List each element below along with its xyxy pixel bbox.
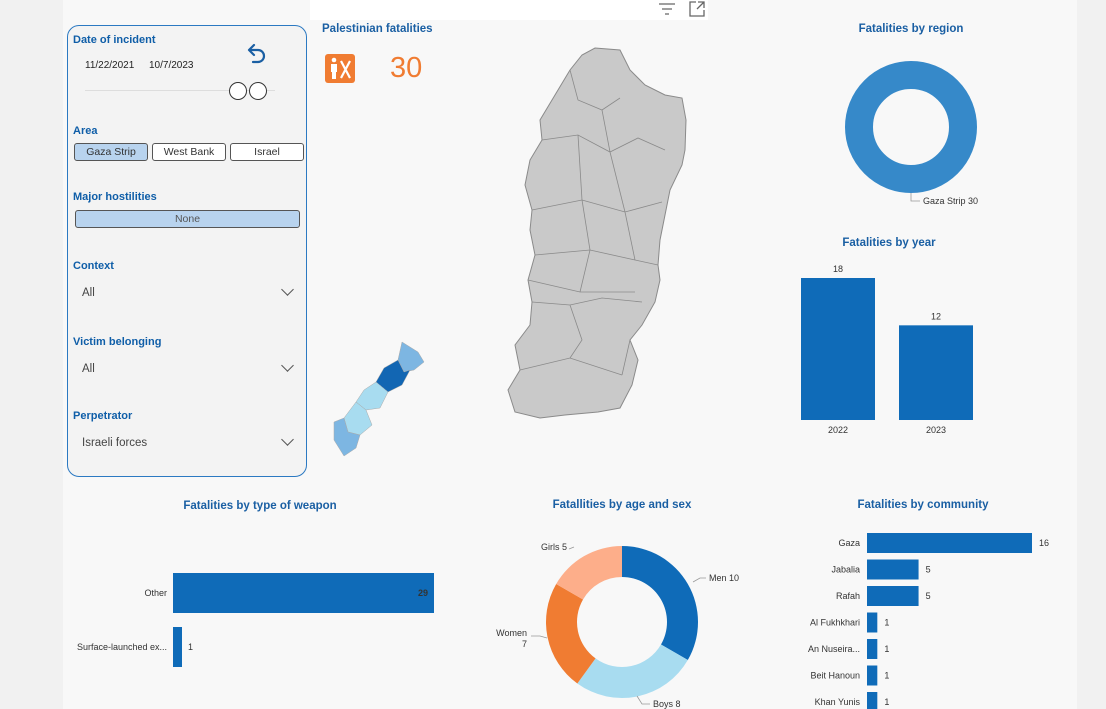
date-slider-track[interactable] bbox=[85, 90, 275, 91]
area-option-west-bank[interactable]: West Bank bbox=[152, 143, 226, 161]
leader-line[interactable] bbox=[692, 577, 706, 583]
area-filter-label: Area bbox=[73, 125, 98, 137]
community-bar-5[interactable] bbox=[867, 665, 878, 686]
agesex-data-label: Boys 8 bbox=[653, 699, 681, 709]
area-option-gaza-strip[interactable]: Gaza Strip bbox=[74, 143, 148, 161]
community-bar-0[interactable] bbox=[867, 533, 1032, 553]
leader-line[interactable] bbox=[531, 635, 548, 639]
governorate-borders bbox=[519, 69, 666, 376]
weapon-bar-chart: Other 29 Surface-launched ex... 1 bbox=[77, 573, 434, 667]
hostilities-option-none[interactable]: None bbox=[75, 210, 300, 228]
date-slider-end-handle[interactable] bbox=[249, 82, 267, 100]
date-filter-label: Date of incident bbox=[73, 34, 156, 46]
filter-icon[interactable] bbox=[658, 2, 676, 16]
date-start[interactable]: 11/22/2021 bbox=[85, 60, 135, 71]
community-data-label: 1 bbox=[884, 618, 889, 628]
agesex-slice-girls[interactable] bbox=[556, 546, 622, 600]
community-data-label: 5 bbox=[926, 591, 931, 601]
community-bar-1[interactable] bbox=[867, 559, 919, 580]
community-data-label: 1 bbox=[884, 697, 889, 707]
community-bar-3[interactable] bbox=[867, 612, 878, 633]
context-filter-label: Context bbox=[73, 260, 114, 272]
area-option-israel[interactable]: Israel bbox=[230, 143, 304, 161]
agesex-chart-title: Fatallities by age and sex bbox=[552, 499, 692, 511]
west-bank-region bbox=[507, 47, 687, 419]
region-slice-gaza-strip[interactable] bbox=[845, 61, 977, 193]
leader-line bbox=[910, 193, 920, 202]
undo-icon[interactable] bbox=[243, 41, 269, 67]
community-category-label: Rafah bbox=[836, 591, 860, 601]
weapon-bar-1[interactable] bbox=[173, 627, 182, 667]
visual-header bbox=[310, 0, 708, 20]
weapon-category-label: Surface-launched ex... bbox=[77, 642, 167, 652]
victim-filter-label: Victim belonging bbox=[73, 336, 162, 348]
kpi-value: 30 bbox=[390, 52, 423, 84]
community-category-label: Gaza bbox=[838, 538, 860, 548]
weapon-category-label: Other bbox=[144, 588, 167, 598]
agesex-data-label: 7 bbox=[522, 639, 527, 649]
community-bar-4[interactable] bbox=[867, 639, 878, 659]
community-bar-6[interactable] bbox=[867, 692, 878, 709]
year-data-label: 18 bbox=[833, 264, 843, 274]
community-data-label: 5 bbox=[926, 565, 931, 575]
year-chart-title: Fatalities by year bbox=[842, 237, 936, 249]
weapon-data-label: 29 bbox=[418, 588, 428, 598]
filter-panel bbox=[67, 25, 307, 477]
year-data-label: 12 bbox=[931, 311, 941, 321]
agesex-data-label: Girls 5 bbox=[541, 542, 567, 552]
region-data-label: Gaza Strip 30 bbox=[923, 196, 978, 206]
date-slider-start-handle[interactable] bbox=[229, 82, 247, 100]
person-icon bbox=[325, 54, 355, 83]
focus-mode-icon[interactable] bbox=[688, 0, 706, 18]
community-chart-title: Fatalities by community bbox=[857, 499, 989, 511]
community-category-label: Jabalia bbox=[831, 565, 860, 575]
context-dropdown[interactable]: All bbox=[82, 287, 95, 299]
weapon-data-label: 1 bbox=[188, 642, 193, 652]
community-category-label: An Nuseira... bbox=[808, 644, 860, 654]
community-bar-chart: Gaza 16 Jabalia 5 Rafah 5 Al Fukhkhari 1 An Nuse… bbox=[808, 533, 1049, 709]
year-bar-2023[interactable] bbox=[899, 325, 973, 420]
community-data-label: 16 bbox=[1039, 538, 1049, 548]
year-bar-2022[interactable] bbox=[801, 278, 875, 420]
community-category-label: Khan Yunis bbox=[815, 697, 861, 707]
gaza-city-region bbox=[375, 359, 411, 393]
weapon-chart-title: Fatalities by type of weapon bbox=[183, 500, 337, 512]
page-title: Palestinian fatalities bbox=[322, 23, 433, 35]
rafah-region bbox=[333, 417, 361, 457]
leader-line[interactable] bbox=[636, 695, 650, 705]
weapon-bar-0[interactable] bbox=[173, 573, 434, 613]
year-tick-label: 2022 bbox=[828, 425, 848, 435]
perpetrator-dropdown[interactable]: Israeli forces bbox=[82, 437, 148, 449]
date-end[interactable]: 10/7/2023 bbox=[149, 60, 194, 71]
agesex-slice-men[interactable] bbox=[622, 546, 698, 660]
region-chart-title: Fatalities by region bbox=[858, 23, 964, 35]
community-category-label: Beit Hanoun bbox=[810, 671, 860, 681]
agesex-data-label: Women bbox=[496, 628, 527, 638]
victim-dropdown[interactable]: All bbox=[82, 363, 95, 375]
agesex-data-label: Men 10 bbox=[709, 573, 739, 583]
year-bar-chart: 18 2022 12 2023 bbox=[801, 264, 973, 435]
hostilities-filter-label: Major hostilities bbox=[73, 191, 157, 203]
year-tick-label: 2023 bbox=[926, 425, 946, 435]
leader-line[interactable] bbox=[568, 546, 575, 550]
agesex-slice-women[interactable] bbox=[546, 584, 596, 684]
perpetrator-filter-label: Perpetrator bbox=[73, 410, 133, 422]
community-data-label: 1 bbox=[884, 644, 889, 654]
region-donut-chart: Gaza Strip 30 bbox=[845, 61, 978, 206]
map[interactable] bbox=[320, 40, 700, 470]
community-category-label: Al Fukhkhari bbox=[810, 618, 860, 628]
agesex-slice-boys[interactable] bbox=[577, 644, 688, 699]
community-bar-2[interactable] bbox=[867, 586, 919, 606]
community-data-label: 1 bbox=[884, 671, 889, 681]
